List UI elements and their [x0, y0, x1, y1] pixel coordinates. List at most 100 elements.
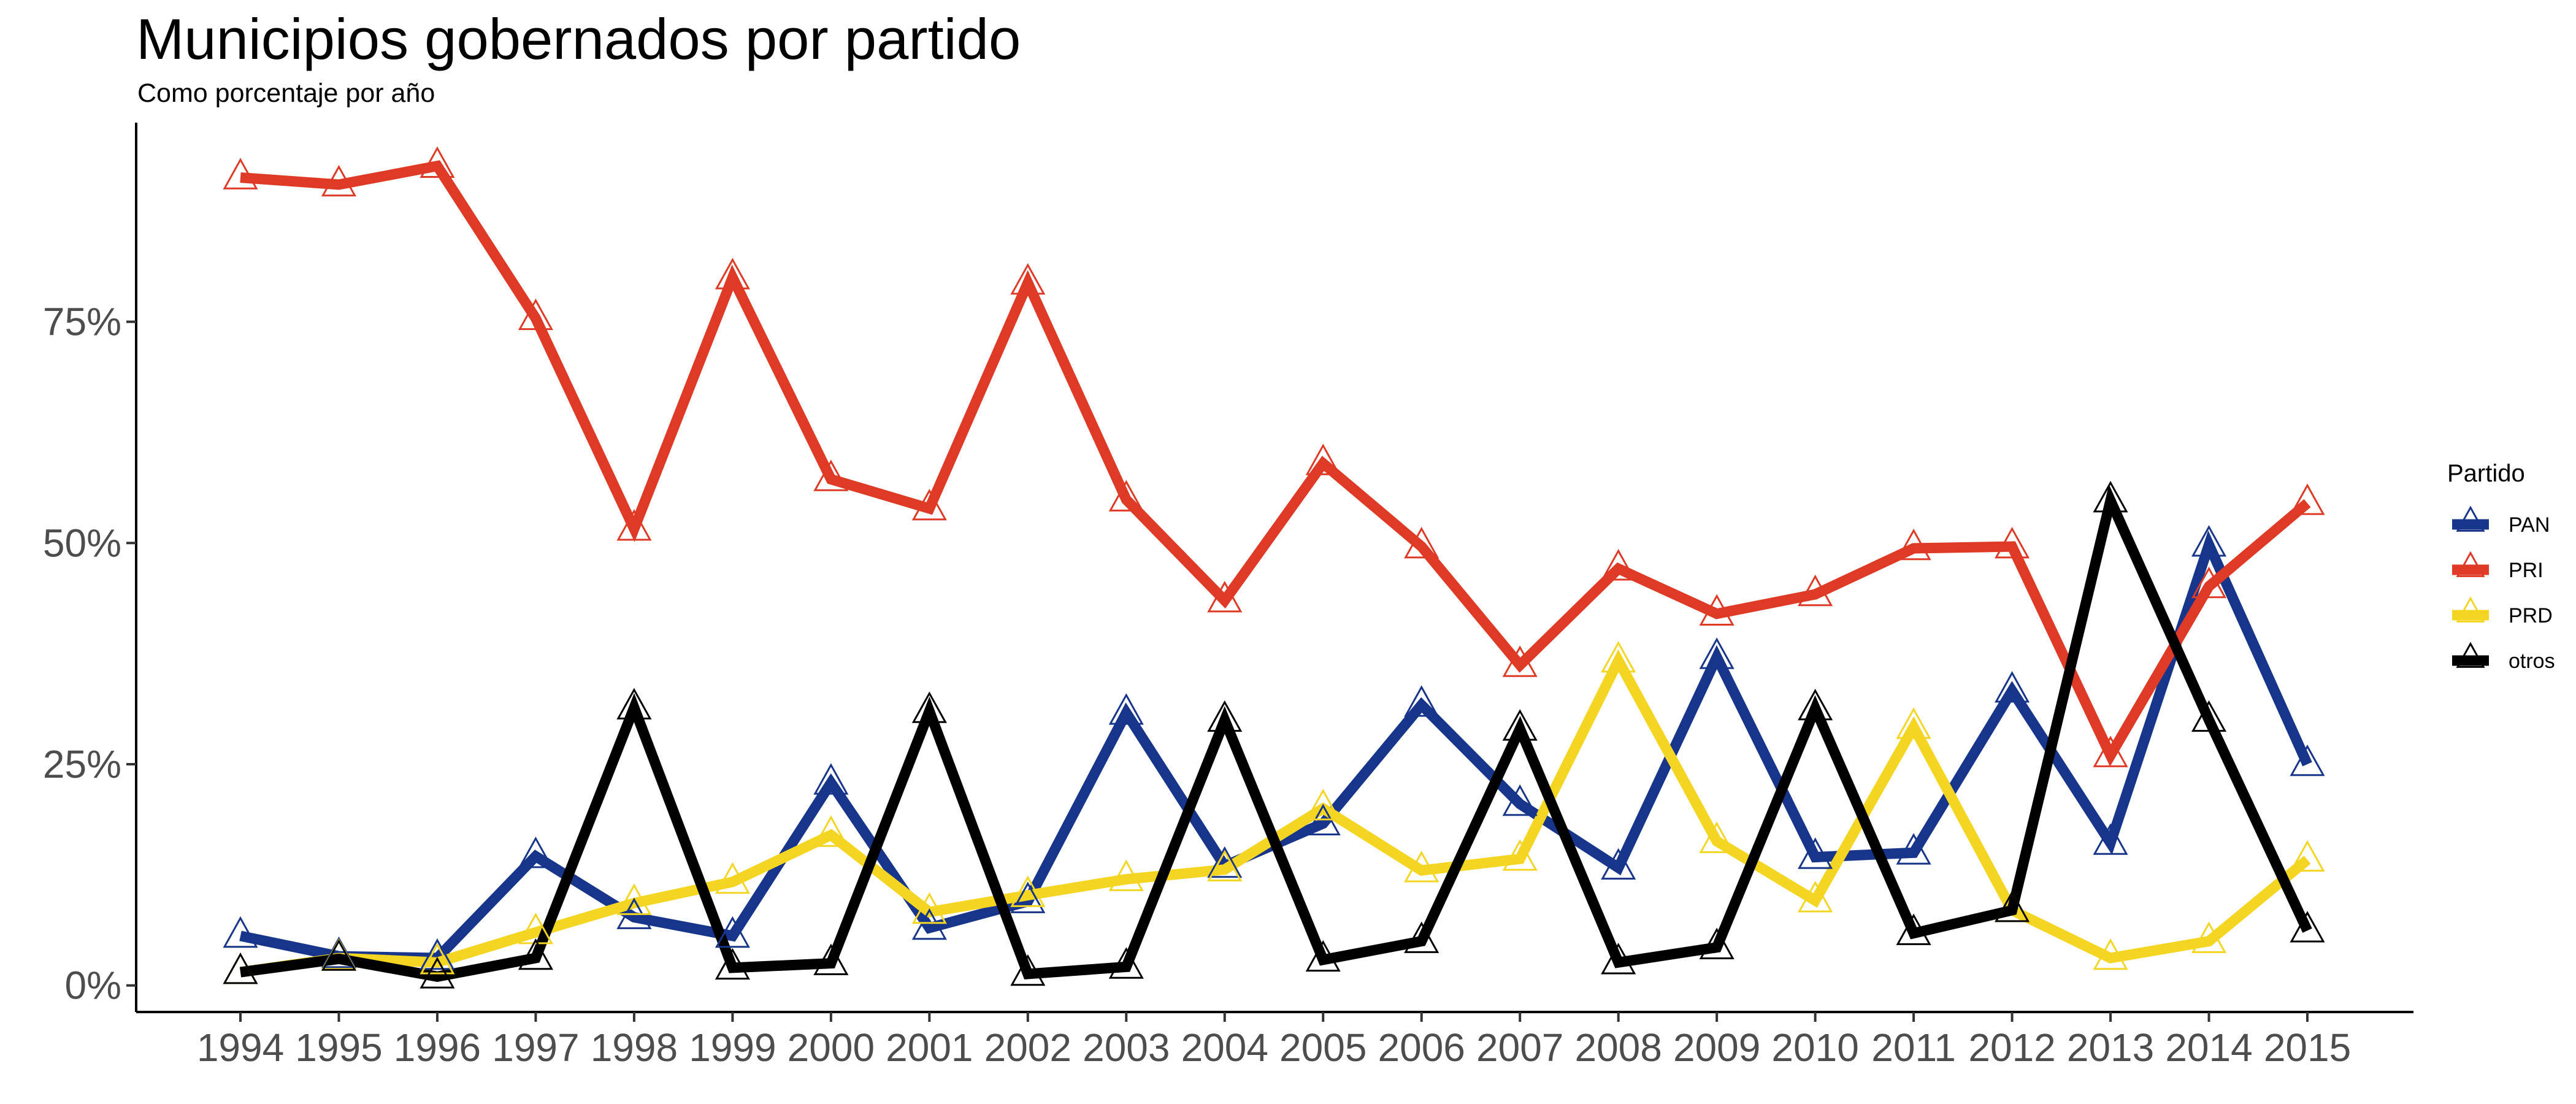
x-tick-label: 2014	[2165, 1025, 2252, 1070]
point-pan-2009	[1699, 637, 1735, 669]
point-prd-2001	[911, 892, 947, 924]
point-pri-2010	[1798, 574, 1833, 607]
point-pan-2015	[2290, 744, 2325, 776]
x-tick-label: 2008	[1574, 1025, 1662, 1070]
point-pan-2004	[1207, 846, 1243, 878]
legend-item-pri: PRI	[2452, 551, 2543, 582]
point-pan-1994	[223, 916, 258, 948]
point-prd-2008	[1601, 641, 1636, 673]
point-otros-2009	[1699, 927, 1735, 959]
point-pri-1995	[321, 164, 357, 197]
point-otros-1996	[420, 957, 455, 989]
point-pan-1997	[518, 836, 553, 868]
x-tick-label: 2007	[1476, 1025, 1563, 1070]
point-pri-2000	[813, 459, 849, 491]
x-tick-label: 2012	[1968, 1025, 2055, 1070]
point-otros-1997	[518, 938, 553, 970]
point-pan-1999	[715, 916, 750, 948]
point-pri-2007	[1502, 645, 1538, 677]
chart-subtitle: Como porcentaje por año	[137, 79, 435, 108]
point-prd-2004	[1207, 849, 1243, 881]
legend-label-prd: PRD	[2509, 604, 2553, 627]
point-otros-2003	[1108, 947, 1144, 979]
legend: Partido PAN PRI PRD otros	[2447, 460, 2555, 673]
x-tick-label: 2003	[1083, 1025, 1170, 1070]
point-otros-2006	[1404, 921, 1439, 953]
x-tick-label: 2006	[1378, 1025, 1465, 1070]
chart-title: Municipios gobernados por partido	[136, 7, 1021, 71]
legend-item-pan: PAN	[2452, 505, 2550, 537]
x-tick-label: 2009	[1673, 1025, 1760, 1070]
point-prd-2002	[1010, 875, 1046, 907]
point-prd-2005	[1305, 789, 1341, 821]
point-prd-2003	[1108, 859, 1144, 891]
point-pan-1996	[420, 938, 455, 970]
point-pan-2008	[1601, 848, 1636, 880]
point-otros-1994	[223, 952, 258, 984]
point-pan-2011	[1896, 833, 1931, 865]
point-prd-2009	[1699, 821, 1735, 853]
series-markers	[223, 146, 2325, 989]
legend-label-pan: PAN	[2509, 513, 2550, 537]
point-pri-2012	[1995, 526, 2030, 559]
legend-key-marker-otros	[2456, 642, 2485, 668]
point-otros-2008	[1601, 943, 1636, 975]
point-otros-2012	[1995, 890, 2030, 922]
point-pri-2011	[1896, 528, 1931, 561]
point-pan-2012	[1995, 671, 2030, 703]
point-otros-2011	[1896, 913, 1931, 945]
y-tick-label: 75%	[43, 300, 121, 344]
legend-label-pri: PRI	[2509, 559, 2543, 582]
y-tick-label: 50%	[43, 521, 121, 565]
point-otros-1995	[321, 939, 357, 971]
x-tick-label: 1996	[394, 1025, 481, 1070]
point-prd-1999	[715, 862, 750, 894]
point-pan-2003	[1108, 693, 1144, 725]
point-pri-2013	[2093, 735, 2128, 767]
point-pan-2014	[2191, 525, 2227, 557]
point-pan-2007	[1502, 784, 1538, 816]
point-pan-2001	[911, 908, 947, 940]
series-lines	[239, 160, 2312, 982]
point-pri-2002	[1010, 263, 1046, 295]
point-otros-1999	[715, 948, 750, 980]
point-prd-2010	[1798, 881, 1833, 913]
legend-item-otros: otros	[2452, 642, 2555, 673]
x-tick-label: 1997	[492, 1025, 579, 1070]
point-pri-1999	[715, 258, 750, 289]
point-prd-2000	[813, 815, 849, 847]
x-tick-label: 2002	[984, 1025, 1071, 1070]
x-tick-label: 2010	[1771, 1025, 1858, 1070]
point-otros-1998	[616, 688, 652, 719]
point-pri-1997	[518, 298, 553, 331]
legend-title: Partido	[2447, 460, 2525, 487]
point-otros-2005	[1305, 940, 1341, 972]
legend-key-marker-prd	[2456, 596, 2485, 623]
point-pri-2015	[2290, 483, 2325, 515]
point-prd-1997	[518, 913, 553, 945]
point-otros-2014	[2191, 700, 2227, 732]
x-tick-label: 2011	[1871, 1025, 1956, 1070]
point-otros-2015	[2290, 911, 2325, 943]
x-tick-label: 1994	[197, 1025, 284, 1070]
point-otros-2001	[911, 691, 947, 723]
series-line-pan	[239, 530, 2312, 964]
point-pan-2010	[1798, 837, 1833, 869]
series-line-otros	[239, 484, 2312, 982]
point-pri-2001	[911, 488, 947, 521]
point-prd-2007	[1502, 839, 1538, 871]
x-tick-label: 2005	[1279, 1025, 1367, 1070]
point-pri-2009	[1699, 594, 1735, 626]
point-otros-2002	[1010, 954, 1046, 986]
y-tick-label: 25%	[43, 742, 121, 786]
legend-key-marker-pan	[2456, 505, 2485, 532]
point-otros-2004	[1207, 700, 1243, 732]
point-pri-2006	[1404, 526, 1439, 559]
point-pan-2000	[813, 763, 849, 795]
point-otros-2013	[2093, 480, 2128, 513]
point-pri-1998	[616, 509, 652, 541]
point-pri-1996	[420, 146, 455, 178]
legend-key-marker-pri	[2456, 551, 2485, 577]
series-line-pri	[240, 160, 2311, 767]
